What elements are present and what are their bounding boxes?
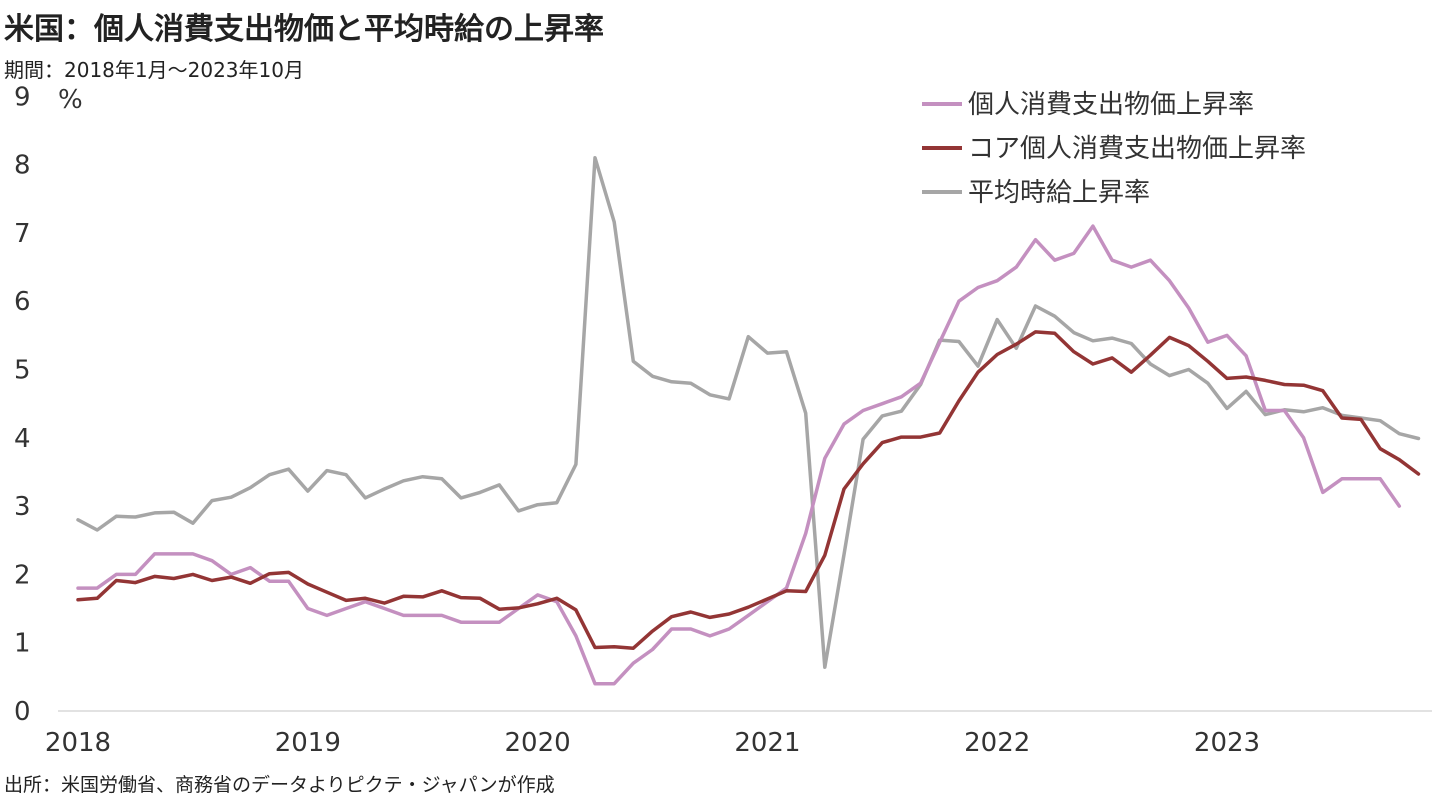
- y-tick-label: 2: [14, 560, 31, 590]
- legend-label: 平均時給上昇率: [968, 178, 1150, 208]
- x-tick-label: 2023: [1194, 728, 1260, 758]
- legend-label: 個人消費支出物価上昇率: [968, 90, 1254, 120]
- chart-subtitle: 期間：2018年1月～2023年10月: [4, 58, 304, 82]
- y-tick-label: 8: [14, 151, 31, 181]
- series-lines: [76, 156, 1421, 686]
- y-tick-label: 9: [14, 82, 31, 112]
- series-line: [76, 330, 1421, 650]
- x-tick-labels: 2018 2019 2020 2021 2022 2023: [45, 728, 1260, 758]
- source-note: 出所：米国労働省、商務省のデータよりピクテ・ジャパンが作成: [4, 774, 555, 796]
- x-tick-label: 2021: [734, 728, 800, 758]
- x-tick-label: 2018: [45, 728, 111, 758]
- y-tick-labels: 0 1 2 3 4 5 6 7 8 9: [14, 82, 31, 727]
- y-tick-label: 6: [14, 287, 31, 317]
- x-tick-label: 2019: [275, 728, 341, 758]
- y-tick-label: 4: [14, 424, 31, 454]
- x-tick-label: 2022: [964, 728, 1030, 758]
- series-line: [76, 224, 1402, 686]
- legend-label: コア個人消費支出物価上昇率: [968, 134, 1306, 164]
- y-tick-label: 3: [14, 492, 31, 522]
- series-line: [76, 156, 1421, 670]
- y-tick-label: 1: [14, 629, 31, 659]
- y-tick-label: 5: [14, 356, 31, 386]
- y-tick-label: 7: [14, 219, 31, 249]
- y-unit-label: %: [58, 85, 83, 115]
- chart-title: 米国：個人消費支出物価と平均時給の上昇率: [4, 12, 604, 47]
- x-tick-label: 2020: [505, 728, 571, 758]
- y-tick-label: 0: [14, 697, 31, 727]
